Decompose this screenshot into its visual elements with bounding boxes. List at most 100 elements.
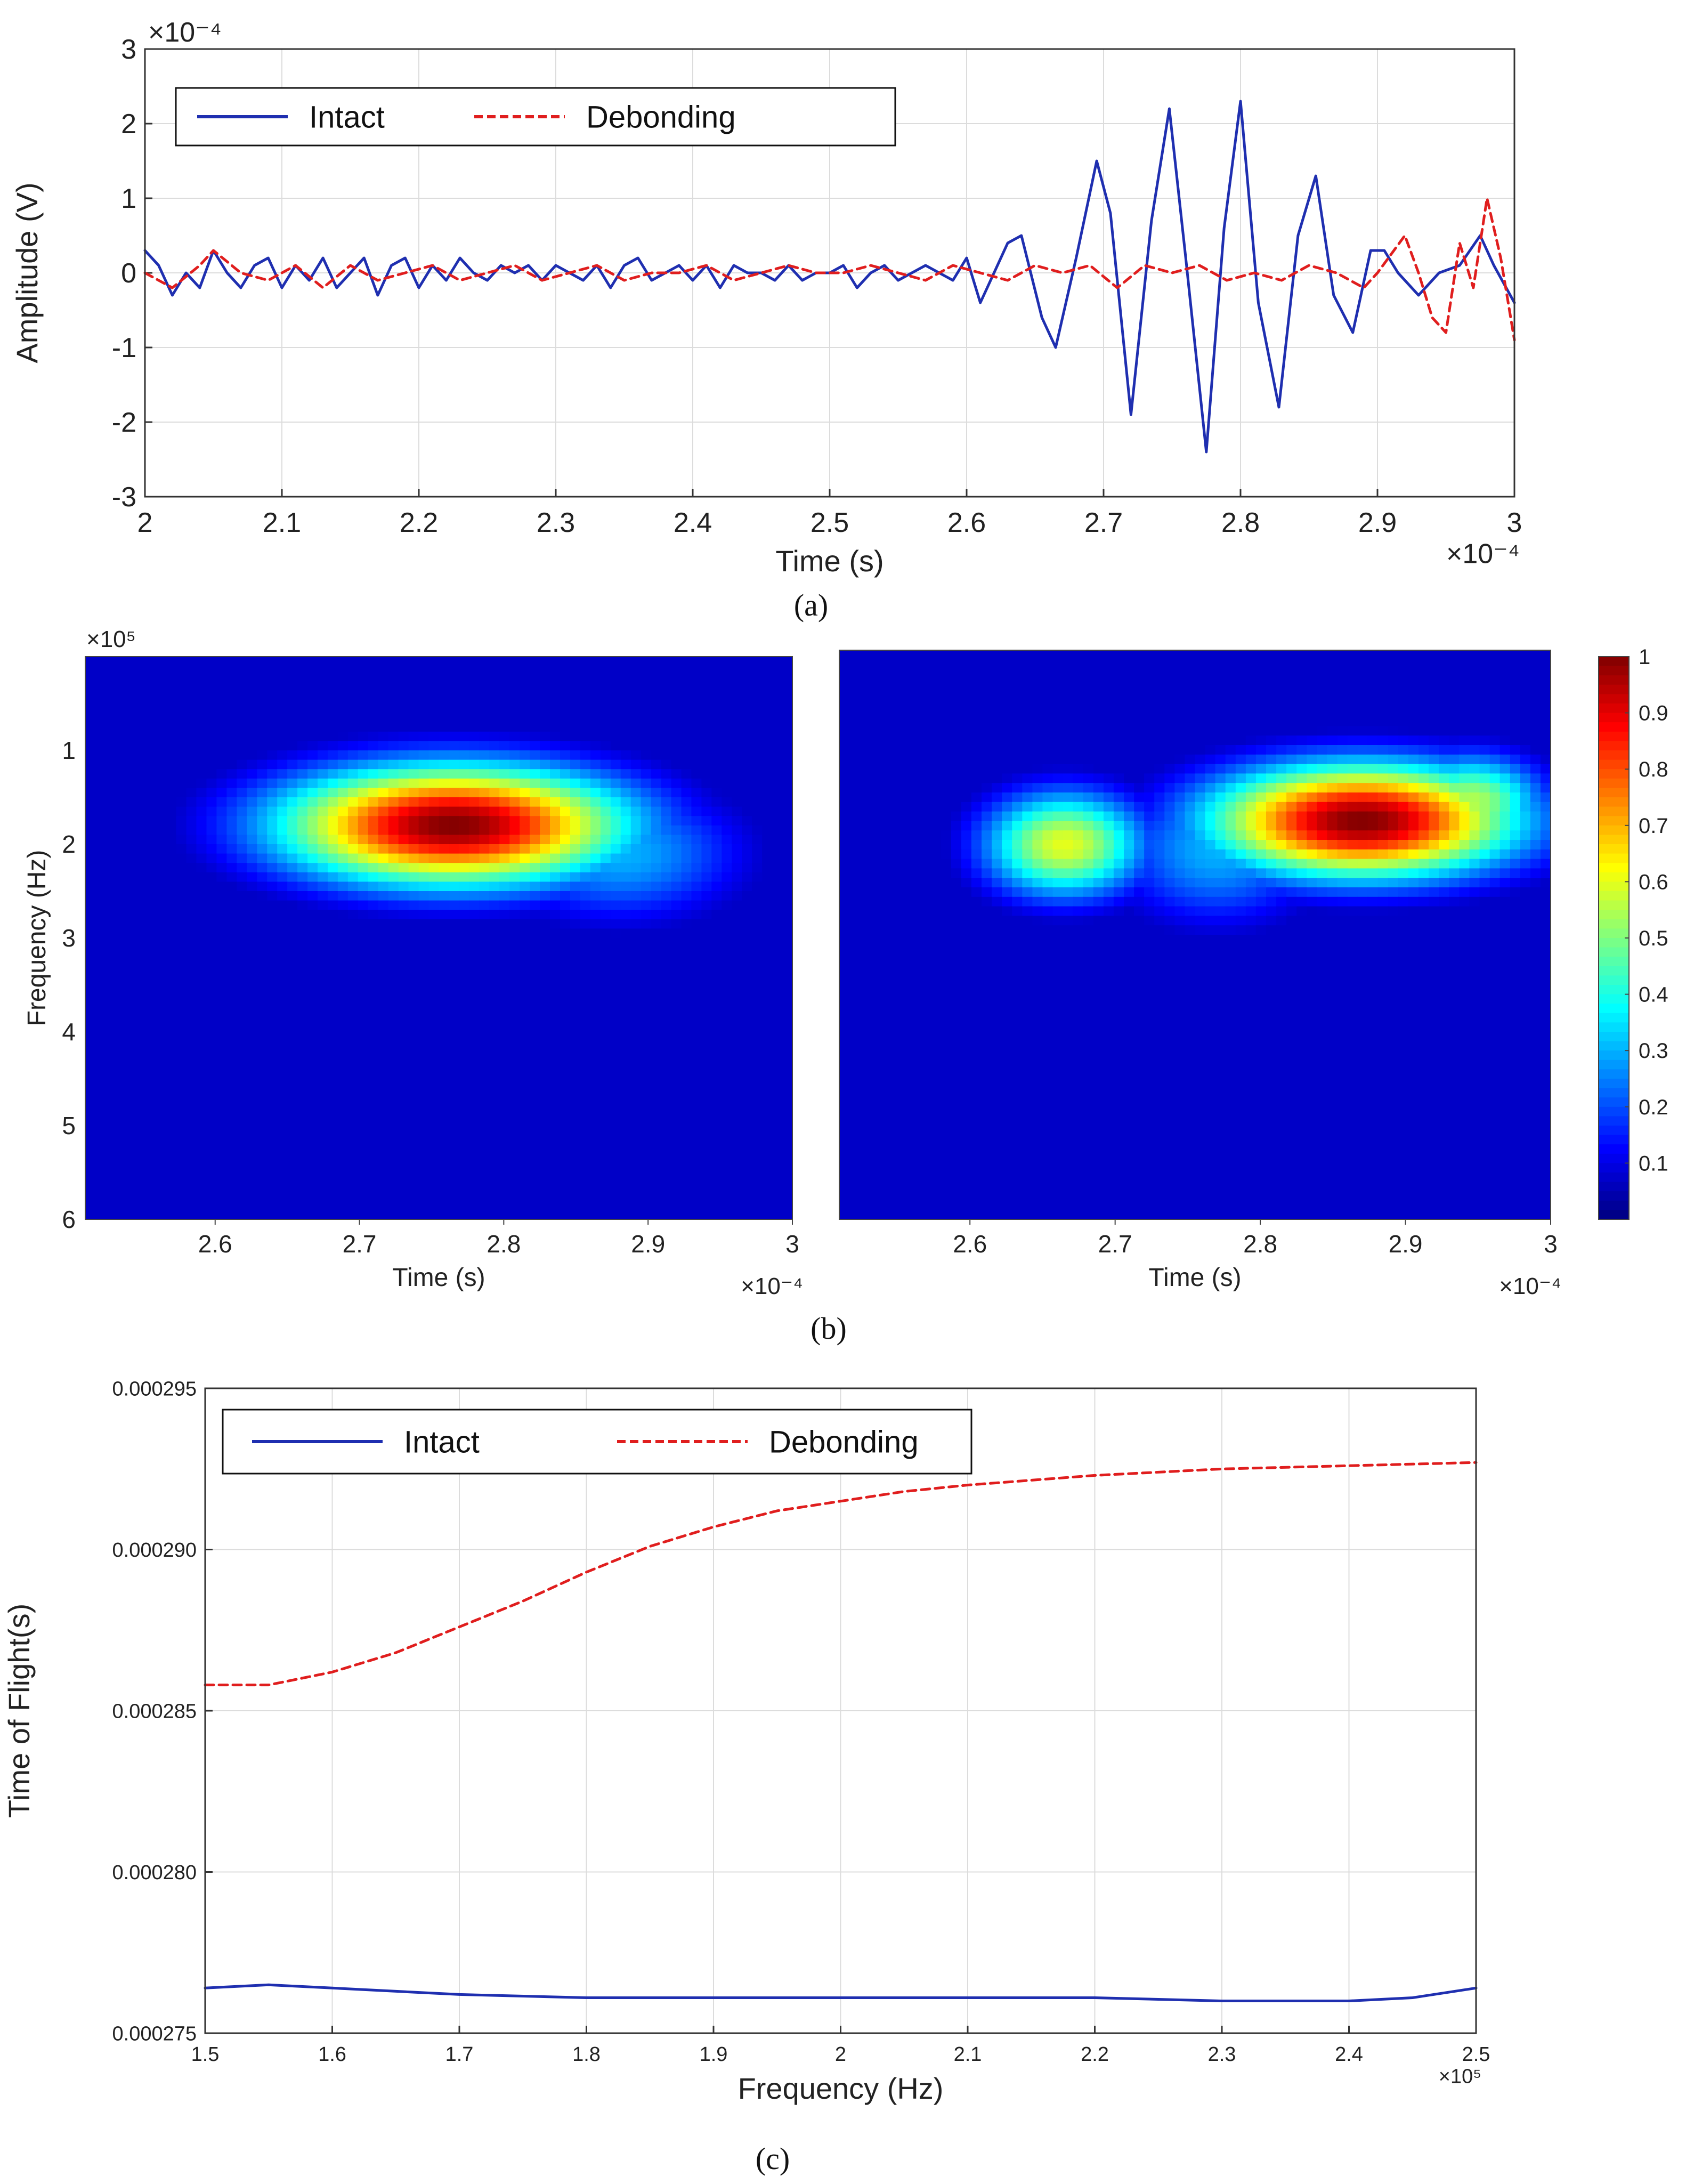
heatmap-cell bbox=[145, 891, 157, 901]
heatmap-cell bbox=[550, 1116, 561, 1126]
heatmap-cell bbox=[722, 759, 733, 770]
heatmap-cell bbox=[1357, 659, 1368, 670]
heatmap-cell bbox=[156, 985, 167, 995]
heatmap-cell bbox=[620, 722, 631, 732]
heatmap-cell bbox=[428, 910, 440, 920]
y-tick-label: 1 bbox=[121, 183, 136, 214]
heatmap-cell bbox=[701, 1135, 712, 1145]
heatmap-cell bbox=[671, 994, 682, 1004]
heatmap-cell bbox=[1429, 698, 1439, 708]
heatmap-cell bbox=[681, 666, 692, 676]
heatmap-cell bbox=[145, 966, 157, 976]
heatmap-cell bbox=[489, 741, 500, 751]
heatmap-cell bbox=[920, 669, 931, 680]
heatmap-cell bbox=[900, 650, 911, 660]
heatmap-cell bbox=[206, 825, 217, 836]
heatmap-cell bbox=[722, 1135, 733, 1145]
heatmap-cell bbox=[641, 1004, 652, 1014]
heatmap-cell bbox=[732, 1041, 743, 1051]
heatmap-cell bbox=[1185, 707, 1196, 717]
heatmap-cell bbox=[368, 684, 379, 695]
heatmap-cell bbox=[691, 1032, 702, 1042]
heatmap-cell bbox=[318, 1126, 328, 1136]
heatmap-cell bbox=[742, 816, 752, 826]
heatmap-cell bbox=[530, 1004, 540, 1014]
heatmap-cell bbox=[337, 928, 348, 939]
heatmap-cell bbox=[1439, 707, 1450, 717]
heatmap-cell bbox=[206, 966, 217, 976]
heatmap-cell bbox=[860, 716, 870, 727]
heatmap-cell bbox=[247, 1004, 258, 1014]
heatmap-cell bbox=[1510, 678, 1521, 689]
heatmap-cell bbox=[378, 806, 389, 816]
heatmap-cell bbox=[630, 684, 642, 695]
heatmap-cell bbox=[762, 675, 773, 685]
heatmap-cell bbox=[449, 1210, 460, 1220]
heatmap-cell bbox=[1164, 707, 1176, 717]
heatmap-cell bbox=[449, 1041, 460, 1051]
heatmap-cell bbox=[1530, 688, 1541, 698]
heatmap-cell bbox=[722, 947, 733, 957]
heatmap-cell bbox=[247, 891, 258, 901]
heatmap-cell bbox=[145, 806, 157, 816]
heatmap-cell bbox=[1520, 707, 1531, 717]
heatmap-cell bbox=[449, 666, 460, 676]
heatmap-cell bbox=[870, 678, 881, 689]
heatmap-cell bbox=[115, 1069, 126, 1079]
heatmap-cell bbox=[145, 1069, 157, 1079]
heatmap-cell bbox=[257, 1172, 268, 1183]
heatmap-cell bbox=[226, 1210, 238, 1220]
heatmap-cell bbox=[115, 666, 126, 676]
heatmap-cell bbox=[651, 928, 662, 939]
heatmap-cell bbox=[328, 919, 338, 929]
heatmap-cell bbox=[449, 1022, 460, 1032]
heatmap-cell bbox=[328, 1022, 338, 1032]
heatmap-cell bbox=[388, 919, 399, 929]
heatmap-cell bbox=[732, 1032, 743, 1042]
heatmap-cell bbox=[530, 675, 540, 685]
heatmap-cell bbox=[186, 1135, 197, 1145]
heatmap-cell bbox=[752, 835, 763, 845]
heatmap-cell bbox=[530, 835, 540, 845]
heatmap-cell bbox=[499, 863, 510, 873]
heatmap-cell bbox=[1063, 716, 1074, 727]
heatmap-cell bbox=[398, 1059, 409, 1070]
heatmap-cell bbox=[145, 938, 157, 948]
heatmap-cell bbox=[772, 947, 783, 957]
heatmap-cell bbox=[520, 797, 530, 807]
heatmap-cell bbox=[752, 1163, 763, 1173]
heatmap-cell bbox=[388, 788, 399, 798]
heatmap-cell bbox=[600, 1032, 611, 1042]
heatmap-cell bbox=[135, 731, 147, 742]
heatmap-cell bbox=[509, 881, 520, 892]
heatmap-cell bbox=[610, 675, 621, 685]
heatmap-cell bbox=[318, 797, 328, 807]
heatmap-cell bbox=[216, 769, 228, 779]
heatmap-cell bbox=[1164, 678, 1176, 689]
heatmap-cell bbox=[156, 731, 167, 742]
heatmap-cell bbox=[762, 1172, 773, 1183]
heatmap-cell bbox=[1540, 669, 1551, 680]
heatmap-cell bbox=[870, 669, 881, 680]
heatmap-cell bbox=[337, 759, 348, 770]
heatmap-cell bbox=[1124, 659, 1134, 670]
heatmap-cell bbox=[509, 769, 520, 779]
heatmap-cell bbox=[590, 703, 601, 714]
heatmap-cell bbox=[499, 1004, 510, 1014]
y-axis-label: Amplitude (V) bbox=[10, 182, 44, 363]
heatmap-cell bbox=[408, 759, 419, 770]
heatmap-cell bbox=[630, 919, 642, 929]
heatmap-cell bbox=[762, 1144, 773, 1154]
heatmap-cell bbox=[580, 1163, 591, 1173]
heatmap-cell bbox=[671, 694, 682, 704]
heatmap-cell bbox=[156, 835, 167, 845]
heatmap-cell bbox=[237, 1041, 248, 1051]
heatmap-cell bbox=[247, 778, 258, 789]
heatmap-cell bbox=[95, 1041, 106, 1051]
heatmap-cell bbox=[590, 938, 601, 948]
heatmap-cell bbox=[318, 741, 328, 751]
heatmap-cell bbox=[930, 669, 942, 680]
heatmap-cell bbox=[1499, 707, 1511, 717]
heatmap-cell bbox=[226, 1059, 238, 1070]
heatmap-cell bbox=[651, 1079, 662, 1089]
